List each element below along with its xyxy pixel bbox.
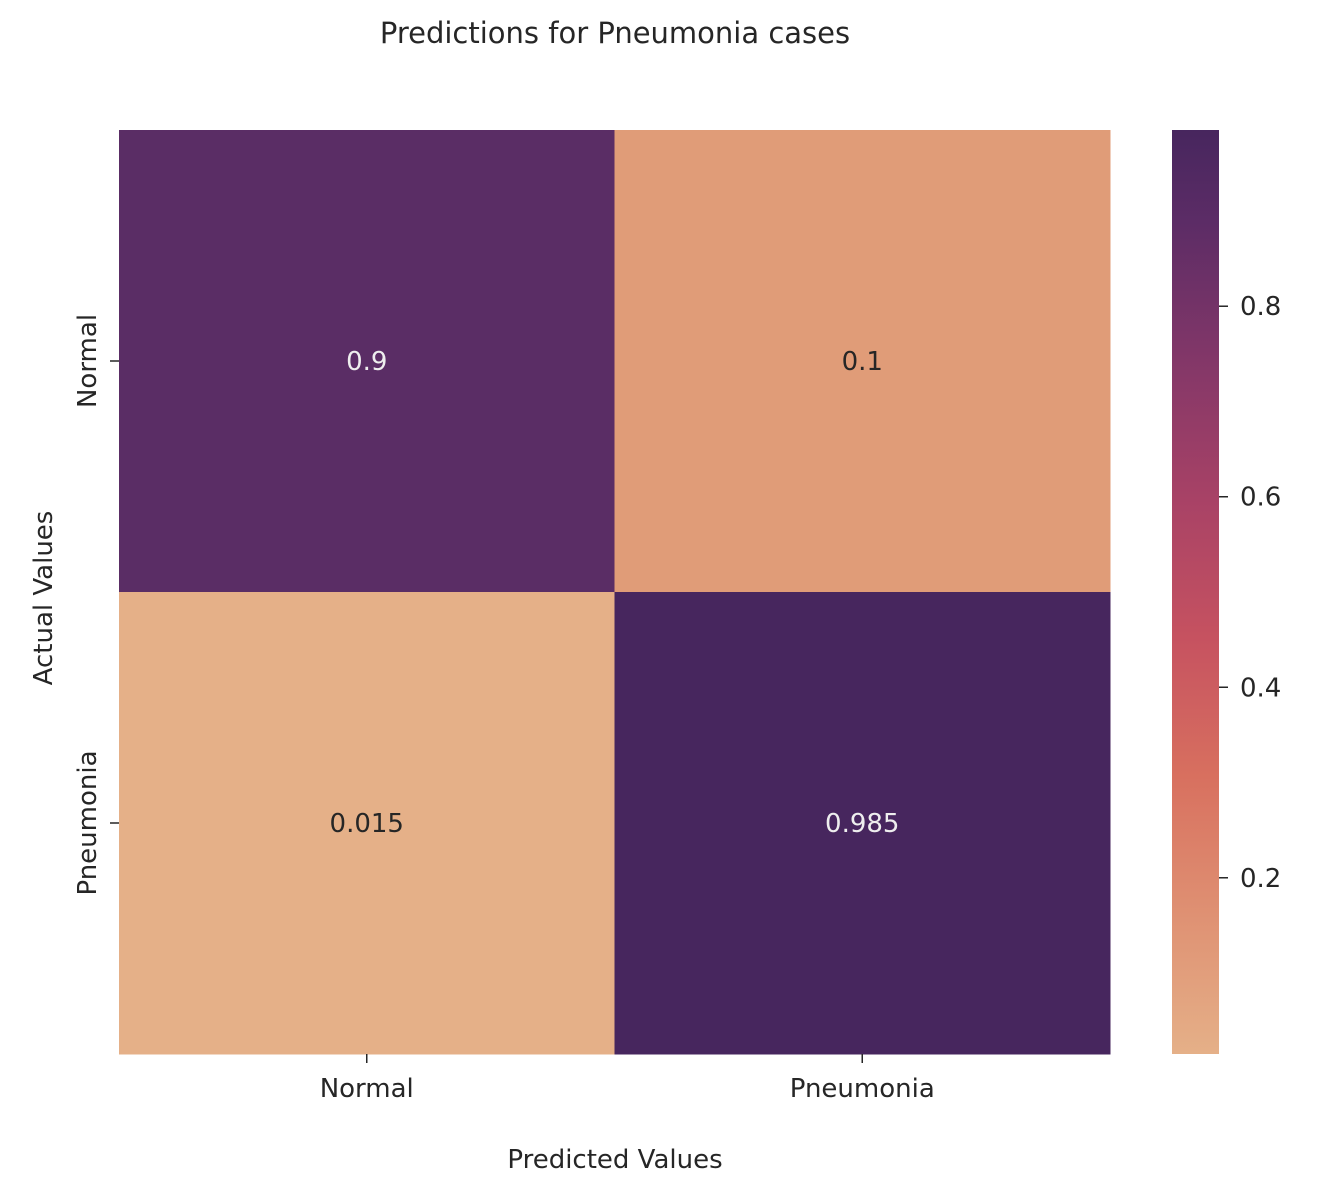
x-axis-ticks: Normal Pneumonia	[320, 1054, 935, 1104]
y-tick-label: Normal	[73, 314, 103, 408]
cell-value-label-1-1: 0.985	[825, 809, 899, 839]
x-axis-label: Predicted Values	[507, 1145, 722, 1175]
cell-value-label-0-0: 0.9	[346, 347, 387, 377]
y-axis-label: Actual Values	[29, 511, 59, 686]
x-tick-label: Pneumonia	[790, 1074, 935, 1104]
y-axis-ticks: Normal Pneumonia	[73, 314, 119, 896]
heatmap-cell-labels: 0.9 0.1 0.015 0.985	[330, 347, 900, 839]
heatmap-cell-1-0	[119, 592, 615, 1055]
heatmap-cells	[119, 130, 1111, 1055]
x-tick-label: Normal	[320, 1074, 414, 1104]
colorbar-tick-label: 0.4	[1240, 673, 1281, 703]
heatmap-cell-0-1	[614, 130, 1111, 593]
heatmap-cell-0-0	[119, 130, 615, 593]
chart-title: Predictions for Pneumonia cases	[380, 16, 850, 50]
colorbar-tick-label: 0.2	[1240, 864, 1281, 894]
colorbar-ticks: 0.2 0.4 0.6 0.8	[1219, 292, 1281, 894]
cell-value-label-1-0: 0.015	[330, 809, 404, 839]
y-tick-label: Pneumonia	[73, 750, 103, 895]
cell-value-label-0-1: 0.1	[842, 347, 883, 377]
colorbar-tick-label: 0.6	[1240, 483, 1281, 513]
colorbar-tick-label: 0.8	[1240, 292, 1281, 322]
colorbar	[1172, 130, 1219, 1054]
heatmap-cell-1-1	[614, 592, 1111, 1055]
